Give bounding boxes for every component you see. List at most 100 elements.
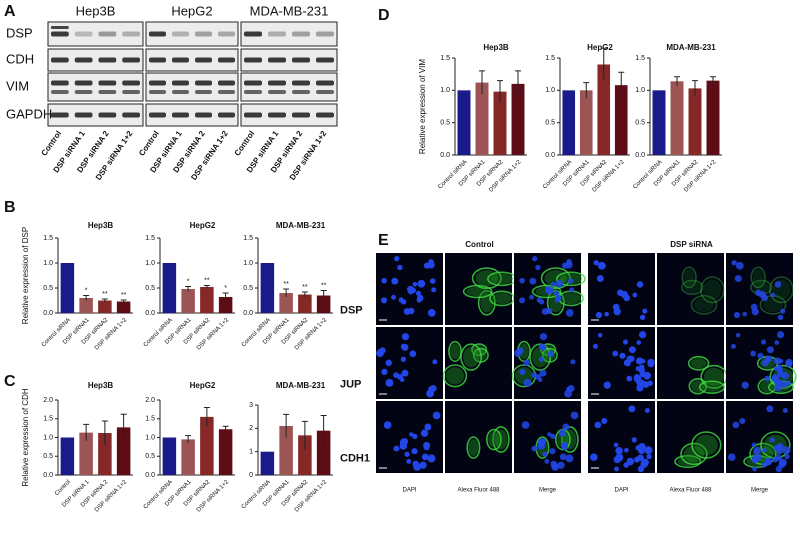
- y-tick-label: 1.5: [243, 235, 253, 242]
- nucleus: [751, 442, 757, 448]
- nucleus: [614, 466, 619, 472]
- blot-band: [268, 90, 286, 94]
- nucleus: [612, 350, 619, 357]
- chart-title: Hep3B: [483, 43, 509, 52]
- nucleus: [622, 339, 629, 345]
- nucleus: [404, 451, 410, 457]
- nucleus: [785, 380, 791, 386]
- nucleus: [429, 384, 437, 392]
- blot-band: [172, 31, 189, 37]
- blot-band: [98, 90, 117, 94]
- nucleus: [640, 460, 648, 469]
- nucleus: [781, 371, 789, 380]
- nucleus: [624, 447, 629, 453]
- chart-title: Hep3B: [88, 221, 114, 230]
- nucleus: [623, 294, 631, 302]
- nucleus: [766, 355, 773, 362]
- error-bar: [120, 413, 127, 441]
- bar: [316, 295, 331, 313]
- chart-title: MDA-MB-231: [666, 43, 716, 52]
- nucleus: [565, 261, 573, 269]
- error-bar: [283, 413, 290, 438]
- bar: [116, 301, 131, 313]
- blot-band: [149, 31, 166, 37]
- nucleus: [570, 411, 579, 420]
- error-bar: [479, 70, 485, 95]
- nucleus: [615, 453, 624, 462]
- green-signal: [683, 269, 695, 286]
- channel-label: Alexa Fluor 488: [457, 488, 500, 494]
- blot-band: [316, 31, 334, 37]
- cell-line-label: Hep3B: [76, 3, 116, 18]
- nucleus: [412, 433, 418, 439]
- nucleus: [529, 277, 537, 285]
- error-bar: [120, 299, 127, 303]
- channel-label: Alexa Fluor 488: [669, 488, 712, 494]
- significance-label: **: [302, 284, 308, 291]
- error-bar: [83, 423, 90, 441]
- blot-band: [316, 80, 334, 86]
- blot-band: [172, 112, 189, 118]
- green-signal: [683, 281, 701, 293]
- panel-letter: E: [378, 232, 389, 249]
- nucleus: [409, 432, 414, 437]
- y-tick-label: 1.0: [545, 87, 555, 94]
- green-signal: [769, 364, 797, 389]
- stain-label: DSP: [340, 305, 363, 317]
- nucleus: [739, 418, 746, 425]
- y-tick-label: 0.5: [545, 120, 555, 127]
- blot-band: [218, 112, 235, 118]
- blot-band: [218, 57, 235, 63]
- nucleus: [558, 429, 567, 437]
- bar: [493, 91, 507, 155]
- green-signal: [694, 434, 718, 456]
- blot-band: [268, 80, 286, 86]
- nucleus: [570, 359, 576, 365]
- nucleus: [419, 461, 427, 469]
- y-tick-label: 0.0: [545, 152, 555, 159]
- nucleus: [773, 357, 782, 365]
- green-signal: [690, 358, 707, 369]
- nucleus: [544, 459, 550, 464]
- nucleus: [750, 350, 757, 357]
- nucleus: [416, 297, 422, 303]
- nucleus: [523, 378, 532, 387]
- blot-band: [195, 112, 212, 118]
- nucleus: [730, 343, 736, 349]
- green-signal: [540, 267, 571, 290]
- panel-letter: B: [4, 199, 16, 216]
- green-signal: [442, 364, 468, 388]
- nucleus: [761, 294, 769, 302]
- nucleus: [567, 384, 575, 392]
- nucleus: [782, 446, 791, 455]
- nucleus: [593, 260, 599, 266]
- green-signal: [693, 297, 715, 313]
- error-bar: [301, 291, 308, 297]
- blot-band: [195, 57, 212, 63]
- y-tick-label: 0.5: [145, 453, 155, 460]
- blot-strip: [145, 72, 239, 102]
- nucleus: [412, 460, 419, 468]
- condition-label: Control: [465, 240, 493, 249]
- bar: [218, 297, 233, 313]
- green-signal: [556, 271, 586, 287]
- nucleus: [521, 421, 530, 429]
- blot-band: [195, 80, 212, 86]
- green-signal: [680, 442, 708, 466]
- error-bar: [222, 292, 229, 301]
- image-background: [588, 327, 655, 399]
- micrograph: [442, 327, 512, 399]
- blot-strip: [145, 103, 239, 127]
- nucleus: [589, 453, 598, 461]
- nucleus: [760, 339, 767, 345]
- error-bar: [283, 288, 290, 297]
- error-bar: [692, 80, 698, 97]
- bar: [260, 451, 275, 475]
- nucleus: [777, 314, 784, 321]
- nucleus: [519, 368, 526, 376]
- stain-label: CDH1: [340, 453, 370, 465]
- nucleus: [569, 287, 575, 293]
- nucleus: [735, 333, 741, 338]
- nucleus: [642, 308, 648, 314]
- micrograph: [657, 401, 724, 473]
